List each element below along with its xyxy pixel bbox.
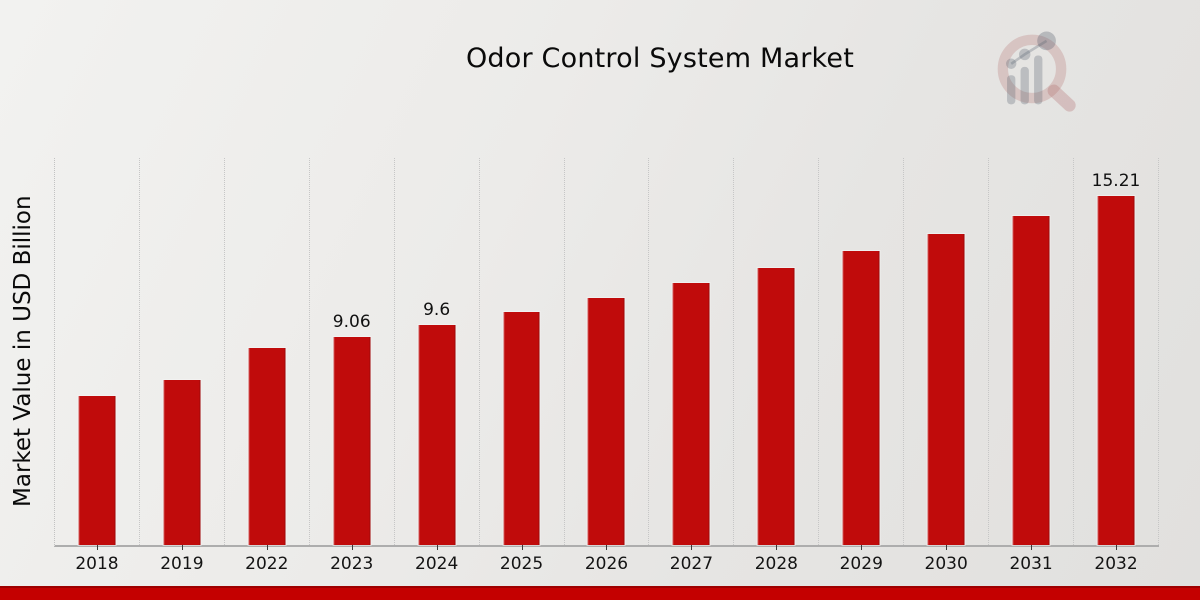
chart-column-2023: 9.06 2023 (310, 158, 395, 574)
x-axis-tick (776, 545, 778, 550)
logo-trendline-icon (1006, 31, 1056, 69)
magnifier-ring-icon (997, 34, 1076, 112)
y-axis-label: Market Value in USD Billion (10, 195, 36, 508)
x-label-2032: 2032 (1094, 554, 1138, 574)
x-axis-tick (266, 545, 268, 550)
bar-2019 (162, 379, 202, 546)
data-label-2023: 9.06 (332, 312, 371, 332)
chart-column-2027: 2027 (649, 158, 735, 574)
bar-2023 (332, 336, 372, 546)
chart-column-2024: 9.6 2024 (395, 158, 480, 574)
magnifier-bar-chart-logo (997, 31, 1076, 112)
x-axis-tick (436, 545, 438, 550)
logo-bars-icon (1007, 55, 1043, 105)
x-label-2024: 2024 (415, 554, 459, 574)
x-label-2023: 2023 (330, 554, 374, 574)
bar-2032 (1096, 195, 1136, 546)
x-label-2026: 2026 (584, 554, 629, 574)
x-axis-tick (606, 545, 608, 550)
x-label-2019: 2019 (160, 554, 204, 574)
chart-title: Odor Control System Market (465, 43, 855, 74)
data-label-2024: 9.6 (423, 300, 451, 320)
x-label-2028: 2028 (754, 554, 798, 574)
chart-column-2028: 2028 (734, 158, 820, 574)
bar-2027 (671, 282, 711, 546)
chart-column-2031: 2031 (989, 158, 1075, 574)
x-axis-tick (351, 545, 353, 550)
bar-2022 (247, 347, 287, 546)
x-axis-tick (181, 545, 183, 550)
chart-column-2025: 2025 (480, 158, 565, 574)
x-label-2027: 2027 (669, 554, 714, 574)
chart-column-2022: 2022 (225, 158, 310, 574)
chart-column-2030: 2030 (904, 158, 990, 574)
bar-2031 (1011, 215, 1051, 546)
x-label-2029: 2029 (839, 554, 883, 574)
x-axis-tick (521, 545, 523, 550)
bar-2026 (587, 297, 626, 546)
chart-column-2029: 2029 (819, 158, 905, 574)
x-label-2031: 2031 (1009, 554, 1053, 574)
x-label-2022: 2022 (245, 554, 289, 574)
x-label-2018: 2018 (75, 554, 119, 574)
bar-2028 (756, 267, 796, 546)
x-label-2030: 2030 (924, 554, 968, 574)
bar-2030 (926, 233, 966, 546)
bar-2029 (841, 250, 881, 546)
data-label-2032: 15.21 (1091, 171, 1141, 191)
plot-area: 2018 2019 2022 9.06 2023 9.6 2024 2025 2026 2027 2… (54, 158, 1159, 574)
x-axis-tick (1031, 545, 1033, 550)
footer-red-strip (0, 586, 1200, 600)
x-axis-tick (946, 545, 948, 550)
x-label-2025: 2025 (499, 554, 544, 574)
bar-2024 (417, 324, 457, 546)
chart-column-2032: 15.21 2032 (1074, 158, 1159, 574)
bar-2025 (502, 311, 542, 546)
x-axis-tick (1116, 545, 1118, 550)
x-axis-tick (861, 545, 863, 550)
bar-2018 (77, 395, 117, 546)
x-axis-tick (691, 545, 693, 550)
x-axis-tick (96, 545, 98, 550)
chart-column-2026: 2026 (565, 158, 650, 574)
chart-column-2019: 2019 (140, 158, 225, 574)
chart-column-2018: 2018 (55, 158, 140, 574)
